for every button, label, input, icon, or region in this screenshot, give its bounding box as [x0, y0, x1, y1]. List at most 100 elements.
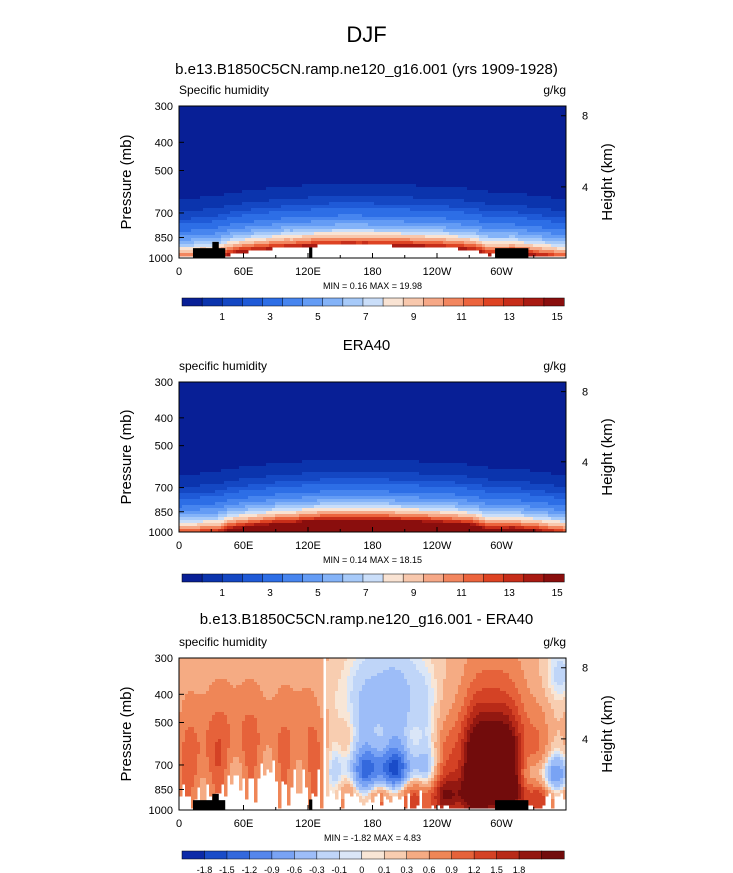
contour-cell [374, 517, 378, 521]
contour-cell [422, 511, 426, 515]
colorbar-swatch [242, 297, 263, 307]
contour-cell [485, 247, 489, 251]
contour-cell [539, 511, 543, 515]
contour-cell [383, 106, 387, 185]
contour-cell [272, 505, 276, 509]
contour-cell [497, 511, 501, 515]
contour-cell [365, 517, 369, 521]
contour-cell [329, 496, 333, 500]
contour-cell [185, 511, 189, 515]
contour-cell [341, 196, 345, 203]
contour-cell [524, 193, 528, 206]
contour-cell [428, 235, 432, 239]
contour-cell [386, 478, 390, 485]
contour-cell [287, 106, 291, 188]
contour-cell [215, 229, 219, 233]
contour-cell [350, 202, 354, 209]
contour-cell [209, 721, 213, 773]
contour-cell [419, 658, 423, 674]
contour-cell [467, 226, 471, 230]
contour-cell [308, 226, 312, 230]
contour-cell [560, 250, 564, 254]
contour-cell [521, 106, 525, 194]
contour-cell [359, 238, 363, 242]
contour-cell [551, 508, 555, 515]
contour-cell [500, 523, 504, 527]
contour-cell [335, 235, 339, 239]
contour-cell [332, 781, 336, 788]
contour-cell [203, 496, 207, 506]
contour-cell [320, 484, 324, 491]
colorbar-swatch [249, 850, 273, 860]
contour-cell [431, 517, 435, 521]
contour-cell [350, 232, 354, 236]
contour-cell [497, 712, 501, 722]
contour-cell [356, 754, 360, 767]
contour-cell [227, 748, 231, 776]
contour-cell [224, 235, 228, 239]
contour-cell [239, 520, 243, 524]
contour-cell [245, 478, 249, 488]
contour-cell [182, 223, 186, 233]
contour-cell [248, 235, 252, 239]
contour-cell [548, 508, 552, 515]
contour-cell [557, 382, 561, 476]
contour-cell [284, 235, 288, 239]
contour-cell [185, 232, 189, 236]
contour-cell [407, 508, 411, 512]
contour-cell [401, 460, 405, 473]
contour-cell [380, 514, 384, 518]
contour-cell [299, 223, 303, 227]
contour-cell [260, 496, 264, 503]
panel-left-label: specific humidity [179, 635, 267, 649]
contour-cell [422, 244, 426, 248]
contour-cell [320, 718, 324, 809]
contour-cell [197, 487, 201, 494]
contour-cell [368, 196, 372, 203]
contour-cell [335, 478, 339, 485]
contour-cell [395, 760, 399, 776]
contour-cell [458, 496, 462, 500]
contour-cell [446, 505, 450, 509]
contour-cell [296, 241, 300, 245]
contour-cell [473, 502, 477, 506]
contour-cell [395, 232, 399, 236]
contour-cell [200, 658, 204, 695]
contour-cell [185, 526, 189, 530]
contour-cell [563, 487, 567, 494]
contour-cell [230, 469, 234, 482]
contour-cell [431, 238, 435, 242]
contour-cell [440, 211, 444, 218]
contour-cell [254, 523, 258, 527]
contour-cell [383, 184, 387, 197]
contour-cell [269, 700, 273, 749]
land-mask [192, 248, 226, 258]
contour-cell [257, 496, 261, 503]
contour-cell [179, 514, 183, 518]
contour-cell [224, 193, 228, 206]
contour-cell [191, 199, 195, 212]
contour-cell [383, 508, 387, 512]
contour-cell [317, 496, 321, 500]
contour-cell [296, 481, 300, 488]
contour-cell [434, 514, 438, 518]
contour-cell [401, 232, 405, 236]
contour-cell [194, 658, 198, 695]
contour-cell [182, 235, 186, 242]
contour-cell [476, 238, 480, 242]
contour-cell [524, 523, 528, 527]
contour-cell [179, 523, 183, 527]
contour-cell [437, 520, 441, 524]
contour-cell [362, 520, 366, 533]
contour-cell [305, 241, 309, 245]
y-tick-label: 1000 [149, 527, 173, 539]
contour-cell [329, 220, 333, 227]
contour-cell [416, 232, 420, 236]
contour-cell [548, 241, 552, 245]
contour-cell [431, 781, 435, 788]
contour-cell [332, 106, 336, 185]
contour-cell [482, 526, 486, 530]
contour-cell [419, 229, 423, 233]
contour-cell [230, 658, 234, 686]
contour-cell [449, 241, 453, 245]
